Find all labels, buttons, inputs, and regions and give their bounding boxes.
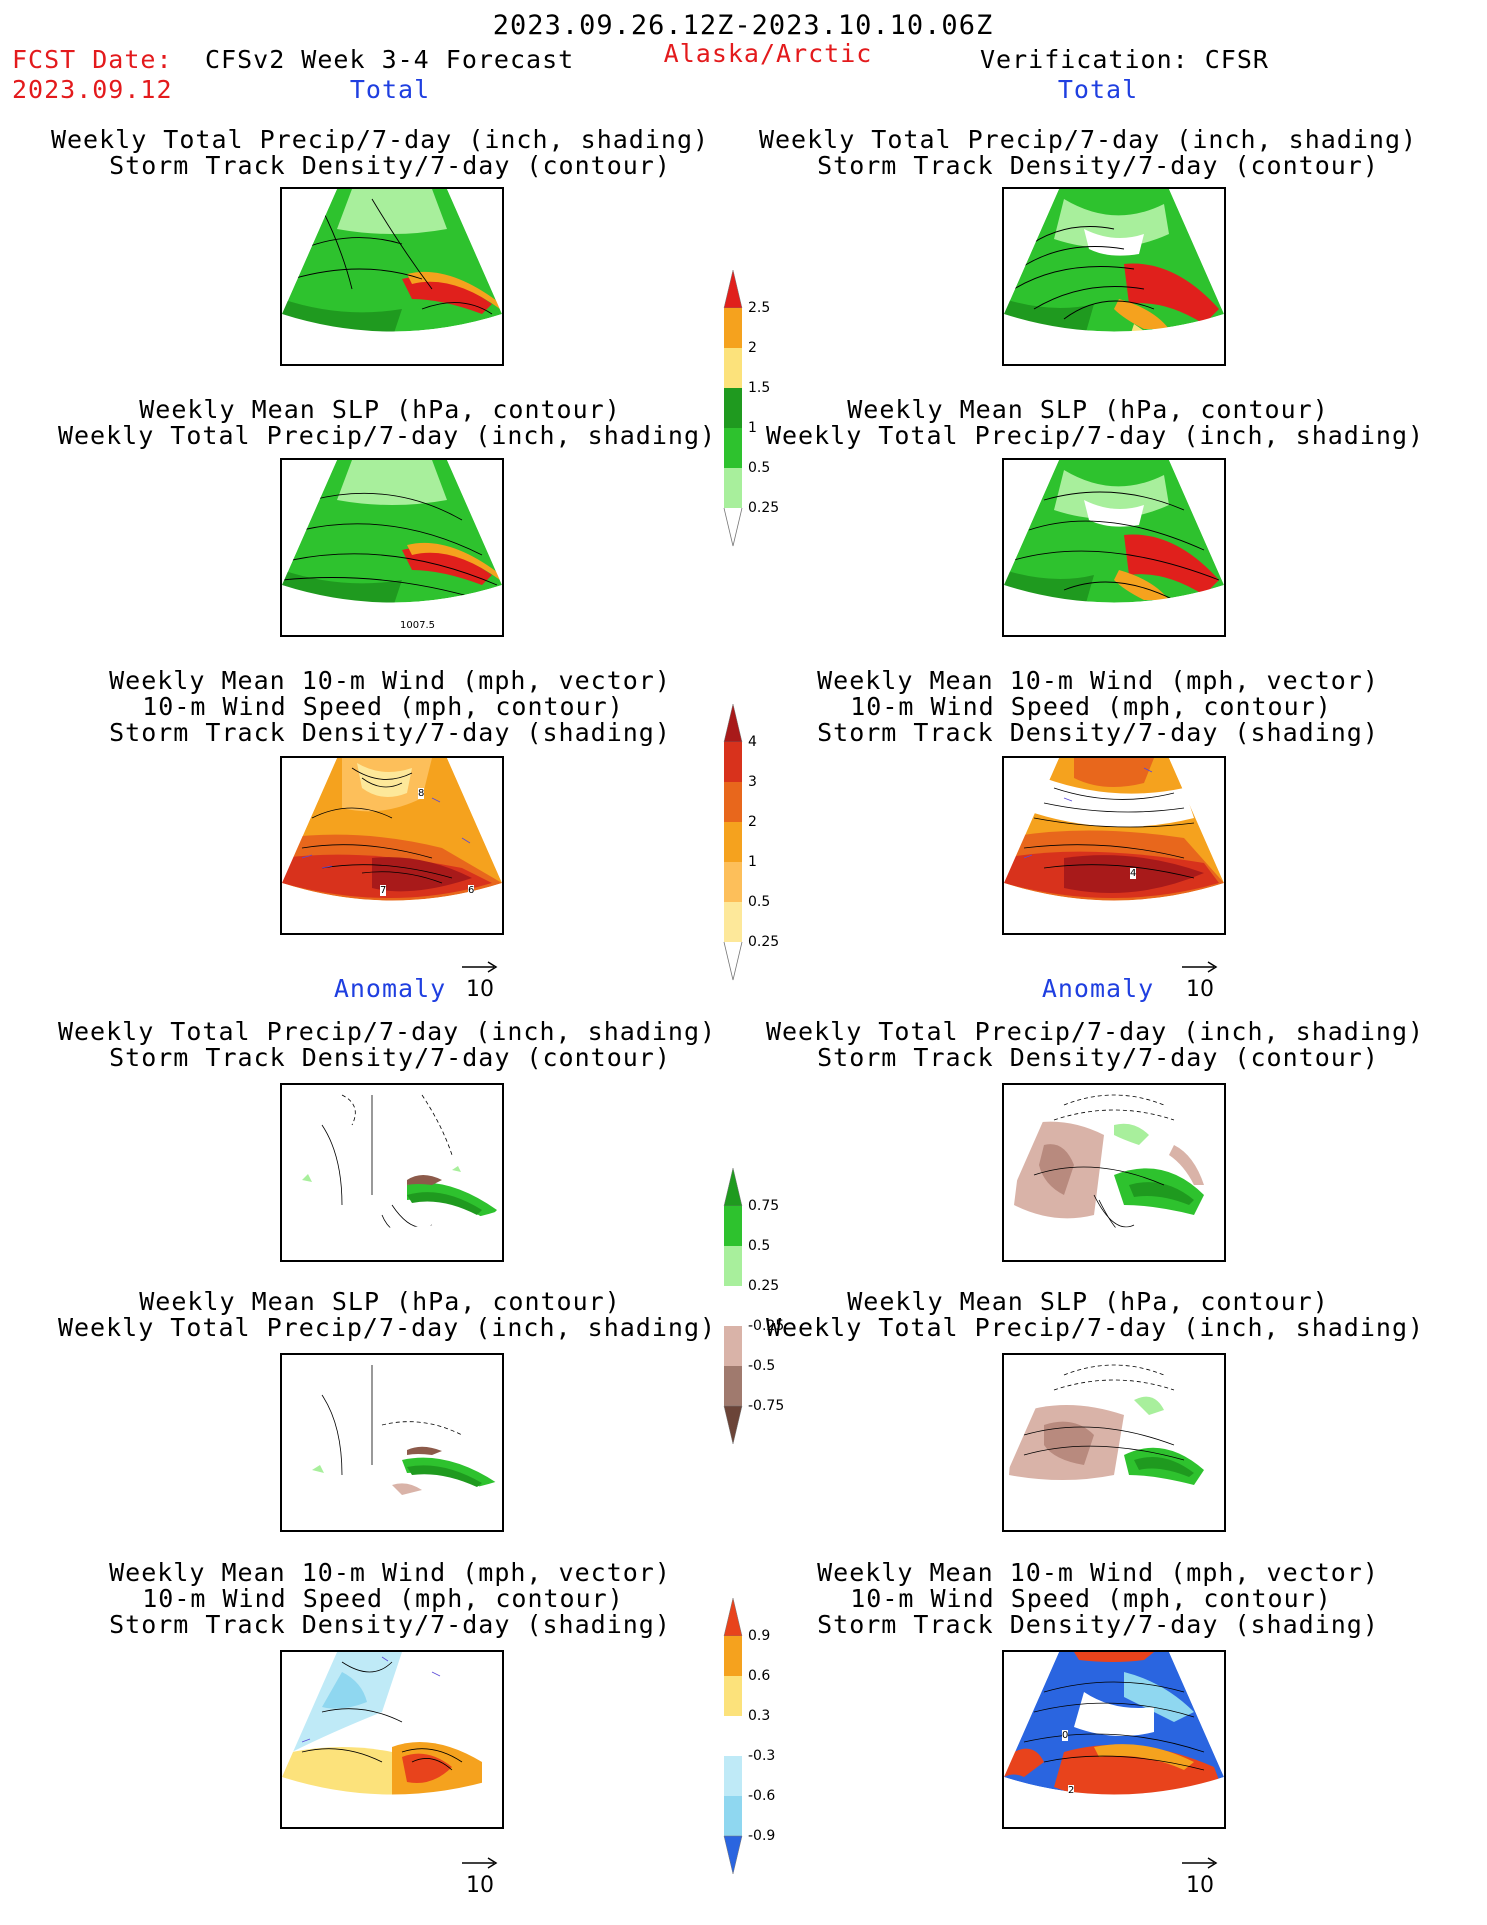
title-r2-right-a: Weekly Mean SLP (hPa, contour): [847, 395, 1329, 424]
colorbar-precip-total: 2.5 2 1.5 1 0.5 0.25: [722, 268, 802, 548]
colorbar-precip-anom: 0.75 0.5 0.25 -0.25 -0.5 -0.75: [722, 1166, 812, 1446]
section-anomaly-left: Anomaly: [333, 974, 447, 1003]
vector-ref-r6-right: 10: [1182, 1851, 1218, 1898]
map-precip-anom-verif: [1002, 1083, 1226, 1262]
cbar-label: 0.25: [748, 934, 780, 950]
cbar-label: -0.9: [748, 1828, 776, 1844]
cbar-label: -0.75: [748, 1398, 785, 1414]
map-wind-fcst: 8 7 6: [280, 756, 504, 935]
title-r6-left-c: Storm Track Density/7-day (shading): [109, 1610, 671, 1639]
cbar-label: 0.9: [748, 1628, 771, 1644]
map-precip-storm-verif: [1002, 187, 1226, 366]
title-r2-left-a: Weekly Mean SLP (hPa, contour): [139, 395, 621, 424]
title-r3-left-a: Weekly Mean 10-m Wind (mph, vector): [109, 666, 671, 695]
colorbar-storm-total: 4 3 2 1 0.5 0.25: [722, 702, 802, 982]
title-r6-left-b: 10-m Wind Speed (mph, contour): [142, 1584, 624, 1613]
cbar-label: 2: [748, 814, 757, 830]
fcst-date-label: FCST Date:: [12, 45, 173, 74]
map-wind-anom-fcst: [280, 1650, 504, 1829]
map-slp-precip-verif: [1002, 458, 1226, 637]
vector-ref-value: 10: [466, 1873, 494, 1898]
cbar-label: 2.5: [748, 300, 771, 316]
cbar-label: 2: [748, 340, 757, 356]
cbar-label: 0.75: [748, 1198, 780, 1214]
slp-contour-label: 1007.5: [400, 620, 435, 631]
title-r5-left-b: Weekly Total Precip/7-day (inch, shading…: [57, 1313, 717, 1342]
cbar-label: 3: [748, 774, 757, 790]
title-r2-left-b: Weekly Total Precip/7-day (inch, shading…: [57, 421, 717, 450]
map-slp-precip-fcst: 1007.5: [280, 458, 504, 637]
cbar-label: 1: [748, 854, 757, 870]
region-title: Alaska/Arctic: [663, 39, 873, 68]
cbar-label: 0.25: [748, 500, 780, 516]
vector-ref-r3-right: 10: [1182, 955, 1218, 1002]
map-wind-verif: 4: [1002, 756, 1226, 935]
title-r4-left-b: Storm Track Density/7-day (contour): [109, 1043, 671, 1072]
title-r3-left-b: 10-m Wind Speed (mph, contour): [142, 692, 624, 721]
title-r2-right-b: Weekly Total Precip/7-day (inch, shading…: [765, 421, 1425, 450]
cbar-label: -0.25: [748, 1318, 785, 1334]
map-wind-anom-verif: 0 2: [1002, 1650, 1226, 1829]
cbar-label: 4: [748, 734, 757, 750]
cbar-label: 0.3: [748, 1708, 771, 1724]
cbar-label: 0.5: [748, 894, 771, 910]
map-slp-precip-anom-verif: [1002, 1353, 1226, 1532]
wind-verif-label: 4: [1130, 868, 1137, 879]
arrow-right-icon: [462, 961, 498, 973]
map-slp-precip-anom-fcst: [280, 1353, 504, 1532]
title-r3-right-c: Storm Track Density/7-day (shading): [817, 718, 1379, 747]
title-r1-left-b: Storm Track Density/7-day (contour): [109, 151, 671, 180]
cbar-label: 0.5: [748, 460, 771, 476]
wind-fcst-label-c: 6: [468, 885, 475, 896]
title-r3-right-a: Weekly Mean 10-m Wind (mph, vector): [817, 666, 1379, 695]
arrow-right-icon: [1182, 961, 1218, 973]
title-r5-right-a: Weekly Mean SLP (hPa, contour): [847, 1287, 1329, 1316]
anom-verif-label-a: 0: [1062, 1730, 1069, 1741]
title-r1-left-a: Weekly Total Precip/7-day (inch, shading…: [50, 125, 710, 154]
title-r4-left-a: Weekly Total Precip/7-day (inch, shading…: [57, 1017, 717, 1046]
section-total-left: Total: [349, 75, 431, 104]
title-r3-right-b: 10-m Wind Speed (mph, contour): [850, 692, 1332, 721]
title-r4-right-b: Storm Track Density/7-day (contour): [817, 1043, 1379, 1072]
title-r3-left-c: Storm Track Density/7-day (shading): [109, 718, 671, 747]
title-r6-right-a: Weekly Mean 10-m Wind (mph, vector): [817, 1558, 1379, 1587]
vector-ref-r6-left: 10: [462, 1851, 498, 1898]
cbar-label: 1: [748, 420, 757, 436]
title-r6-left-a: Weekly Mean 10-m Wind (mph, vector): [109, 1558, 671, 1587]
title-r6-right-b: 10-m Wind Speed (mph, contour): [850, 1584, 1332, 1613]
vector-ref-value: 10: [466, 977, 494, 1002]
vector-ref-value: 10: [1186, 977, 1214, 1002]
fcst-date-value: 2023.09.12: [12, 75, 173, 104]
title-r1-right-a: Weekly Total Precip/7-day (inch, shading…: [758, 125, 1418, 154]
cbar-label: -0.5: [748, 1358, 776, 1374]
product-title: CFSv2 Week 3-4 Forecast: [205, 45, 575, 74]
map-precip-anom-fcst: [280, 1083, 504, 1262]
colorbar-storm-anom: 0.9 0.6 0.3 -0.3 -0.6 -0.9: [722, 1596, 812, 1876]
cbar-label: 1.5: [748, 380, 771, 396]
arrow-right-icon: [1182, 1857, 1218, 1869]
title-r1-right-b: Storm Track Density/7-day (contour): [817, 151, 1379, 180]
arrow-right-icon: [462, 1857, 498, 1869]
title-r5-left-a: Weekly Mean SLP (hPa, contour): [139, 1287, 621, 1316]
title-r6-right-c: Storm Track Density/7-day (shading): [817, 1610, 1379, 1639]
cbar-label: 0.6: [748, 1668, 771, 1684]
vector-ref-r3-left: 10: [462, 955, 498, 1002]
wind-fcst-label-b: 7: [380, 885, 387, 896]
cbar-label: -0.3: [748, 1748, 776, 1764]
cbar-label: 0.25: [748, 1278, 780, 1294]
title-r4-right-a: Weekly Total Precip/7-day (inch, shading…: [765, 1017, 1425, 1046]
section-anomaly-right: Anomaly: [1041, 974, 1155, 1003]
verification-title: Verification: CFSR: [980, 45, 1269, 74]
date-range-title: 2023.09.26.12Z-2023.10.10.06Z: [492, 10, 994, 41]
cbar-label: -0.6: [748, 1788, 776, 1804]
map-precip-storm-fcst: [280, 187, 504, 366]
anom-verif-label-b: 2: [1068, 1785, 1075, 1796]
wind-fcst-label-a: 8: [418, 788, 425, 799]
cbar-label: 0.5: [748, 1238, 771, 1254]
section-total-right: Total: [1057, 75, 1139, 104]
vector-ref-value: 10: [1186, 1873, 1214, 1898]
title-r5-right-b: Weekly Total Precip/7-day (inch, shading…: [765, 1313, 1425, 1342]
